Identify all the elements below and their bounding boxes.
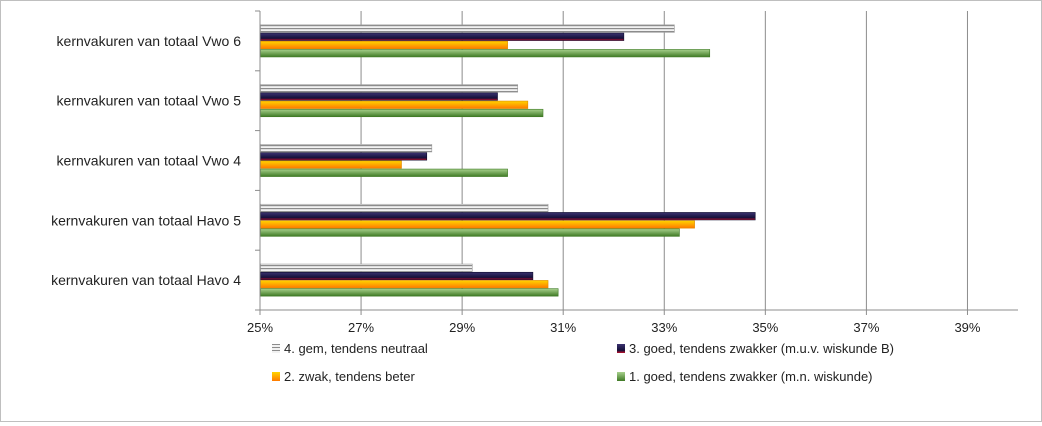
bar-3-0	[260, 203, 549, 213]
bar-2-3	[260, 168, 508, 177]
bar-0-1	[260, 32, 625, 41]
bar-1-1	[260, 92, 498, 101]
bar-4-1	[260, 271, 534, 281]
bar-2-1	[260, 152, 428, 161]
bar-4-2	[260, 280, 549, 289]
bar-1-3	[260, 108, 544, 118]
bar-3-3	[260, 228, 680, 237]
bar-4-0	[260, 263, 473, 272]
category-label-2: kernvakuren van totaal Vwo 4	[57, 153, 242, 169]
tick-label-x-3: 31%	[550, 320, 576, 335]
bar-2-0	[260, 144, 433, 153]
legend-item-series-2: 2. zwak, tendens beter	[272, 369, 415, 384]
legend-label-series-1: 1. goed, tendens zwakker (m.n. wiskunde)	[629, 369, 873, 384]
category-label-3: kernvakuren van totaal Havo 5	[51, 212, 241, 228]
legend-label-series-3: 3. goed, tendens zwakker (m.u.v. wiskund…	[629, 341, 894, 356]
tick-label-x-6: 37%	[853, 320, 879, 335]
tick-label-x-4: 33%	[651, 320, 677, 335]
bar-1-2	[260, 100, 529, 109]
legend-swatch-series-2	[272, 372, 280, 381]
legend-swatch-series-3	[617, 344, 625, 353]
bars-layer	[260, 24, 756, 297]
bar-4-3	[260, 288, 559, 297]
category-label-4: kernvakuren van totaal Havo 4	[51, 272, 241, 288]
legend-swatch-series-4	[272, 344, 280, 353]
tick-label-x-2: 29%	[449, 320, 475, 335]
tick-label-x-5: 35%	[752, 320, 778, 335]
legend-item-series-3: 3. goed, tendens zwakker (m.u.v. wiskund…	[617, 341, 894, 356]
bar-2-2	[260, 160, 402, 169]
grid-layer	[360, 11, 968, 310]
legend-label-series-4: 4. gem, tendens neutraal	[284, 341, 428, 356]
legend-label-series-2: 2. zwak, tendens beter	[284, 369, 415, 384]
bar-3-2	[260, 220, 695, 229]
bar-0-3	[260, 49, 711, 58]
bar-1-0	[260, 84, 519, 93]
legend-item-series-4: 4. gem, tendens neutraal	[272, 341, 428, 356]
tick-label-x-1: 27%	[348, 320, 374, 335]
axis-layer: 25% 27% 29% 31% 33% 35% 37% 39% kernvakuren van …	[51, 10, 1018, 335]
tick-label-x-0: 25%	[247, 320, 273, 335]
category-label-0: kernvakuren van totaal Vwo 6	[57, 33, 242, 49]
bar-0-2	[260, 40, 508, 50]
category-label-1: kernvakuren van totaal Vwo 5	[57, 93, 242, 109]
bar-3-1	[260, 212, 756, 221]
bar-0-0	[260, 24, 675, 33]
tick-label-x-7: 39%	[954, 320, 980, 335]
legend-item-series-1: 1. goed, tendens zwakker (m.n. wiskunde)	[617, 369, 873, 384]
legend-swatch-series-1	[617, 372, 625, 381]
